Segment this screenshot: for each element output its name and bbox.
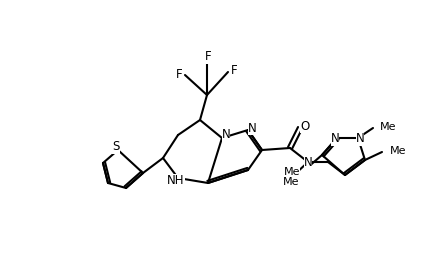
- Text: N: N: [356, 133, 364, 146]
- Text: Me: Me: [283, 177, 299, 187]
- Text: S: S: [112, 140, 120, 154]
- Text: F: F: [231, 65, 237, 77]
- Text: F: F: [175, 68, 182, 80]
- Text: N: N: [304, 156, 312, 168]
- Text: Me: Me: [380, 122, 396, 132]
- Text: NH: NH: [167, 174, 185, 187]
- Text: F: F: [205, 50, 211, 63]
- Text: Me: Me: [390, 146, 407, 156]
- Text: Me: Me: [283, 167, 300, 177]
- Text: N: N: [221, 129, 230, 141]
- Text: N: N: [248, 122, 256, 134]
- Text: N: N: [331, 133, 339, 146]
- Text: O: O: [301, 120, 310, 133]
